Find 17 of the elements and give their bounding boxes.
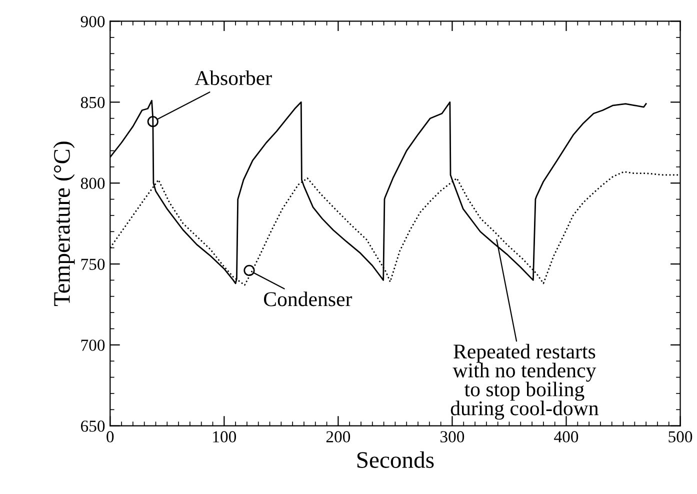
x-tick-label: 500	[668, 431, 692, 442]
y-tick-label: 800	[80, 178, 105, 190]
annotation: Repeated restarts with no tendency to stop boiling during cool-down	[450, 344, 598, 420]
x-tick-label: 100	[213, 431, 236, 442]
y-tick-label: 850	[80, 96, 105, 108]
annotation: Absorber	[194, 70, 272, 86]
x-tick-label: 200	[326, 431, 350, 442]
y-tick-label: 900	[80, 16, 105, 28]
x-axis-title: Seconds	[357, 451, 434, 468]
y-axis-title: Temperature (°C)	[53, 142, 75, 306]
y-tick-label: 650	[80, 420, 105, 432]
y-tick-label: 750	[81, 258, 105, 270]
x-tick-label: 300	[440, 431, 464, 442]
y-tick-label: 700	[81, 340, 105, 351]
annotation: Condenser	[264, 292, 352, 306]
x-tick-label: 0	[106, 431, 114, 442]
x-tick-label: 400	[554, 431, 578, 442]
